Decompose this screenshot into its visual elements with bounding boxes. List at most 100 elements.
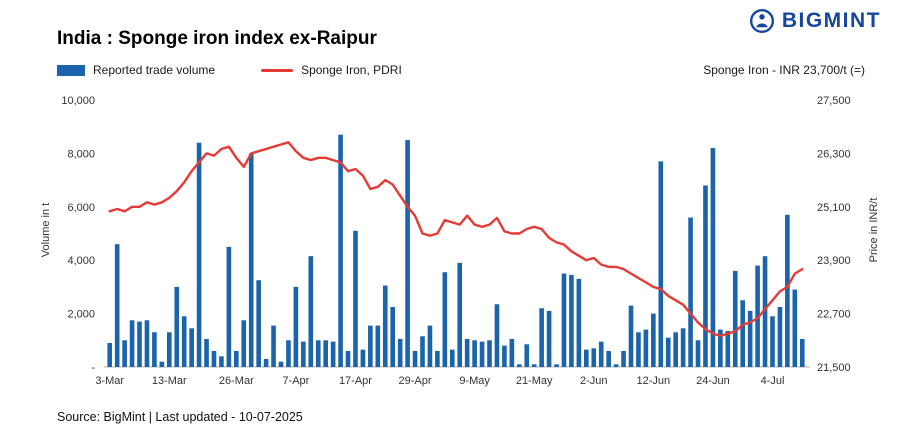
volume-bar [420, 336, 425, 367]
volume-bar [353, 230, 358, 367]
volume-bar-swatch [57, 64, 85, 76]
y-right-tick-label: 21,500 [817, 362, 851, 374]
volume-bar [375, 325, 381, 367]
volume-bar [584, 349, 589, 367]
x-tick-label: 24-Jun [696, 375, 730, 387]
x-tick-label: 2-Jun [580, 375, 608, 387]
price-line-swatch [261, 68, 294, 72]
volume-bar [211, 350, 217, 367]
volume-bar [732, 270, 738, 367]
volume-bar [628, 305, 634, 367]
volume-bar [256, 280, 261, 367]
volume-bar [695, 340, 701, 367]
volume-bar [710, 148, 716, 367]
chart-area: -2,000 4,000 6,000 8,000 10,000 21,500 22,700 2… [0, 86, 907, 398]
volume-bar [688, 217, 693, 367]
volume-bar [189, 328, 194, 367]
legend: Reported trade volume Sponge Iron, PDRI [57, 63, 402, 77]
volume-bar [405, 140, 410, 367]
volume-bar [740, 300, 746, 367]
bigmint-logo-text: BIGMINT [781, 9, 881, 32]
bigmint-logo: BIGMINT [749, 8, 881, 34]
legend-price-label: Sponge Iron, PDRI [301, 63, 402, 77]
volume-bar [390, 306, 396, 367]
current-price-annotation: Sponge Iron - INR 23,700/t (=) [703, 63, 865, 77]
volume-bar [621, 350, 626, 367]
volume-bar [152, 332, 157, 367]
volume-bar [159, 361, 165, 367]
volume-bar [368, 325, 373, 367]
volume-bar [673, 332, 678, 367]
volume-bar [204, 338, 209, 367]
volume-bar [397, 338, 403, 367]
volume-bar [382, 285, 388, 367]
volume-bar [479, 341, 485, 367]
volume-bar [122, 340, 127, 367]
volume-bar [166, 332, 172, 367]
volume-bar [606, 350, 611, 367]
volume-bar [345, 350, 351, 367]
volume-bar [613, 364, 619, 367]
volume-bar [785, 214, 790, 367]
x-tick-label: 4-Jul [761, 375, 785, 387]
volume-bar [181, 316, 187, 367]
price-line [108, 141, 804, 338]
volume-bar [308, 256, 314, 367]
volume-bar [494, 304, 500, 367]
chart-title: India : Sponge iron index ex-Raipur [57, 28, 377, 49]
x-tick-label: 17-Apr [339, 375, 372, 387]
volume-bar [703, 185, 708, 367]
volume-bar [770, 316, 775, 367]
y-axis-right-ticks: 21,500 22,700 23,900 25,100 26,300 27,500 [817, 95, 851, 374]
y-right-tick-label: 27,500 [817, 95, 851, 107]
volume-bar [591, 348, 597, 367]
volume-bar [524, 344, 530, 367]
volume-bar [278, 361, 284, 367]
volume-bar [226, 246, 232, 367]
volume-bar [472, 340, 477, 367]
volume-bar [360, 349, 366, 367]
y-right-tick-label: 23,900 [817, 255, 851, 267]
x-axis-ticks: 3-Mar 13-Mar 26-Mar 7-Apr 17-Apr 29-Apr 9-May 2… [95, 375, 784, 387]
volume-bar [718, 329, 723, 367]
volume-bar [725, 330, 731, 367]
volume-bar [643, 329, 649, 367]
volume-bar [196, 142, 202, 367]
volume-bar [792, 289, 798, 367]
volume-bar [658, 161, 664, 367]
volume-bar [569, 274, 574, 367]
volume-bar [427, 325, 433, 367]
volume-bar [144, 320, 150, 367]
y-axis-left-ticks: - 2,000 4,000 6,000 8,000 10,000 [61, 95, 95, 374]
combo-chart-svg: -2,0004,0006,0008,00010,00021,50022,7002… [61, 95, 851, 387]
volume-bar [271, 325, 276, 367]
x-tick-label: 29-Apr [399, 375, 432, 387]
volume-bar [651, 313, 656, 367]
volume-bar [412, 350, 418, 367]
volume-bar [114, 244, 120, 367]
volume-bar [449, 349, 455, 367]
volume-bar [315, 340, 321, 367]
volume-bar [442, 272, 448, 367]
volume-bar [293, 286, 299, 367]
volume-bar [129, 320, 135, 367]
volume-bar [546, 310, 552, 367]
volume-bar [554, 364, 559, 367]
legend-item-volume: Reported trade volume [57, 63, 215, 77]
volume-bar [531, 364, 537, 367]
x-tick-label: 7-Apr [282, 375, 309, 387]
volume-bar [665, 337, 671, 367]
y-right-tick-label: 25,100 [817, 202, 851, 214]
volume-bar [487, 340, 492, 367]
volume-bar [457, 262, 463, 367]
volume-bar [338, 134, 343, 367]
volume-bar [301, 341, 306, 367]
volume-bar [137, 321, 142, 367]
y-left-tick-label: 6,000 [67, 202, 95, 214]
y-left-tick-label: 4,000 [67, 255, 95, 267]
volume-bar [174, 286, 180, 367]
volume-bar [502, 345, 507, 367]
volume-bar [435, 350, 440, 367]
y-left-tick-label: - [91, 362, 95, 374]
volume-bar [636, 332, 641, 367]
